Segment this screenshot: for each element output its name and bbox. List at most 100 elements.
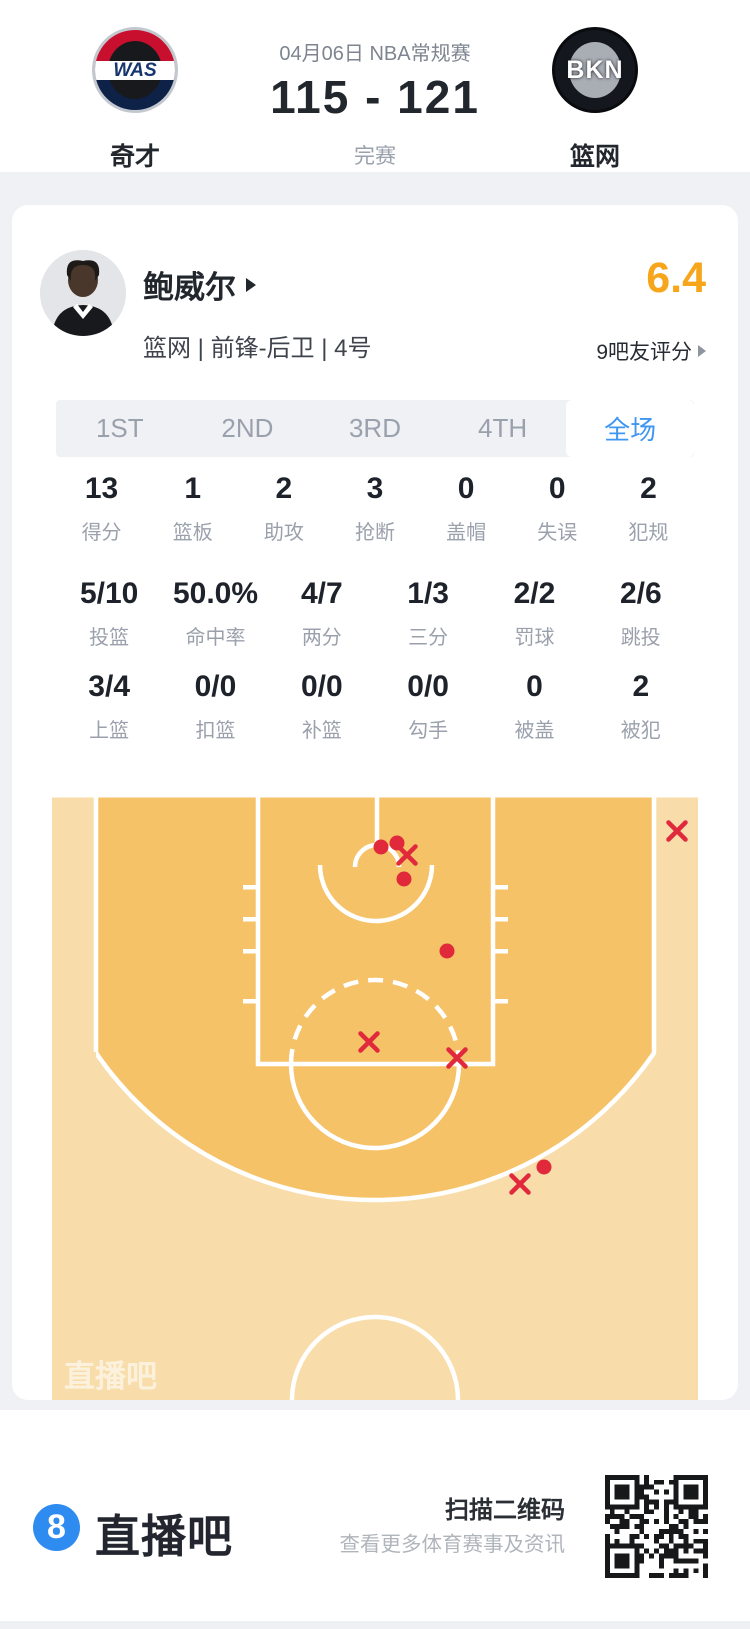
stat-value: 50.0% xyxy=(172,577,259,610)
free-throw-circle-solid xyxy=(288,1063,462,1151)
stat-cell-助攻: 2 助攻 xyxy=(238,472,329,545)
shot-missed-marker xyxy=(358,1031,380,1053)
stat-value: 1 xyxy=(184,472,202,505)
player-avatar[interactable] xyxy=(40,250,126,336)
stat-value: 0/0 xyxy=(300,670,343,703)
player-rating: 6.4 xyxy=(646,254,706,302)
bottom-edge-strip xyxy=(0,1621,750,1629)
center-circle-arc xyxy=(289,1314,461,1400)
away-team-name: 篮网 xyxy=(569,143,620,171)
paint-rect xyxy=(255,793,496,1067)
stat-label: 失误 xyxy=(537,522,578,544)
tab-全场[interactable]: 全场 xyxy=(566,400,694,457)
tab-2ND[interactable]: 2ND xyxy=(221,413,274,443)
shot-made-marker xyxy=(536,1159,552,1175)
rating-caption: 9吧友评分 xyxy=(596,341,692,364)
chevron-right-icon xyxy=(246,277,256,292)
stat-cell-犯规: 2 犯规 xyxy=(603,472,694,545)
qr-code xyxy=(600,1470,713,1583)
stat-cell-盖帽: 0 盖帽 xyxy=(421,472,512,545)
qr-modules xyxy=(604,1474,709,1579)
tab-3RD[interactable]: 3RD xyxy=(348,413,401,443)
stat-label: 上篮 xyxy=(89,720,130,742)
stat-value: 0/0 xyxy=(407,670,449,703)
three-point-corner-line-right xyxy=(651,793,657,1052)
backboard-line xyxy=(374,793,380,847)
tab-4TH[interactable]: 4TH xyxy=(478,413,528,443)
home-team-name: 奇才 xyxy=(109,143,160,171)
stats-row-3: 3/4 上篮 0/0 扣篮 0/0 补篮 0/0 勾手 0 被盖 2 被犯 xyxy=(56,670,694,743)
stat-value: 5/10 xyxy=(79,577,139,610)
stat-cell-篮板: 1 篮板 xyxy=(147,472,238,545)
stat-label: 扣篮 xyxy=(195,720,236,742)
home-team-logo-band: WAS xyxy=(95,59,175,81)
stat-label: 跳投 xyxy=(620,627,661,649)
stat-cell-三分: 1/3 三分 xyxy=(375,577,481,650)
game-date-label: 04月06日 NBA常规赛 xyxy=(279,43,471,65)
stat-cell-勾手: 0/0 勾手 xyxy=(375,670,481,743)
court-inner-zone xyxy=(96,793,656,1200)
stat-value: 1/3 xyxy=(407,577,449,610)
logo-badge-text: 8 xyxy=(47,1508,66,1546)
shot-missed-marker xyxy=(396,844,418,866)
stat-label: 盖帽 xyxy=(446,522,487,544)
rating-caption-row[interactable]: 9吧友评分 xyxy=(406,336,706,366)
stat-value: 0 xyxy=(457,472,475,505)
home-team-abbr: WAS xyxy=(113,59,157,81)
shot-missed-marker xyxy=(509,1173,531,1195)
stat-cell-投篮: 5/10 投篮 xyxy=(56,577,162,650)
stat-value: 0 xyxy=(526,670,543,703)
stat-value: 4/7 xyxy=(300,577,343,610)
stat-label: 勾手 xyxy=(408,720,449,742)
tab-1ST[interactable]: 1ST xyxy=(95,413,144,443)
basketball-silhouette xyxy=(569,42,621,98)
stat-cell-罚球: 2/2 罚球 xyxy=(481,577,587,650)
stat-label: 补篮 xyxy=(301,720,342,742)
quarter-tabs: 1ST 2ND 3RD 4TH 全场 xyxy=(56,400,694,457)
lane-hash-marks xyxy=(243,885,508,1004)
shot-markers xyxy=(358,820,688,1195)
stat-value: 0/0 xyxy=(194,670,237,703)
three-point-arc xyxy=(96,1045,656,1203)
stat-cell-命中率: 50.0% 命中率 xyxy=(162,577,268,650)
qr-subtitle: 查看更多体育赛事及资讯 xyxy=(339,1533,566,1556)
stat-label: 命中率 xyxy=(185,627,246,649)
stat-label: 抢断 xyxy=(354,522,395,544)
stat-cell-被犯: 2 被犯 xyxy=(588,670,694,743)
zhibo8-logo-text: 直播吧 xyxy=(95,1511,234,1562)
stat-cell-补篮: 0/0 补篮 xyxy=(269,670,375,743)
player-name: 鲍威尔 xyxy=(143,270,236,305)
stat-label: 罚球 xyxy=(514,627,555,649)
stat-label: 三分 xyxy=(408,627,449,649)
stat-label: 被盖 xyxy=(514,720,555,742)
stats-row-1: 13 得分 1 篮板 2 助攻 3 抢断 0 盖帽 0 失误 2 犯规 xyxy=(56,472,694,545)
shot-missed-marker xyxy=(666,820,688,842)
zhibo8-logo-icon: 8 xyxy=(33,1504,80,1551)
shot-made-marker xyxy=(373,839,389,855)
stat-cell-扣篮: 0/0 扣篮 xyxy=(162,670,268,743)
game-score: 115 - 121 xyxy=(270,71,480,123)
stat-value: 2 xyxy=(632,670,650,703)
stat-value: 2 xyxy=(640,472,657,505)
stat-label: 得分 xyxy=(81,522,122,544)
stat-label: 篮板 xyxy=(172,522,213,544)
game-status: 完赛 xyxy=(354,145,396,168)
stats-row-2: 5/10 投篮 50.0% 命中率 4/7 两分 1/3 三分 2/2 罚球 2/6 跳投 xyxy=(56,577,694,650)
shot-chart-court: 直播吧 xyxy=(52,793,698,1400)
shot-made-marker xyxy=(439,943,455,959)
home-team-logo: WAS xyxy=(92,27,178,113)
stat-value: 2 xyxy=(275,472,293,505)
stat-label: 被犯 xyxy=(620,720,661,742)
stat-cell-上篮: 3/4 上篮 xyxy=(56,670,162,743)
player-silhouette xyxy=(40,250,126,336)
stat-label: 两分 xyxy=(301,627,342,649)
player-meta: 篮网 | 前锋-后卫 | 4号 xyxy=(143,335,372,362)
stat-value: 2/2 xyxy=(513,577,556,610)
shot-missed-marker xyxy=(446,1047,468,1069)
stat-value: 3 xyxy=(366,472,384,505)
stat-value: 2/6 xyxy=(619,577,662,610)
player-name-row[interactable]: 鲍威尔 xyxy=(143,262,256,307)
stat-label: 投篮 xyxy=(89,627,130,649)
qr-title: 扫描二维码 xyxy=(445,1497,565,1524)
